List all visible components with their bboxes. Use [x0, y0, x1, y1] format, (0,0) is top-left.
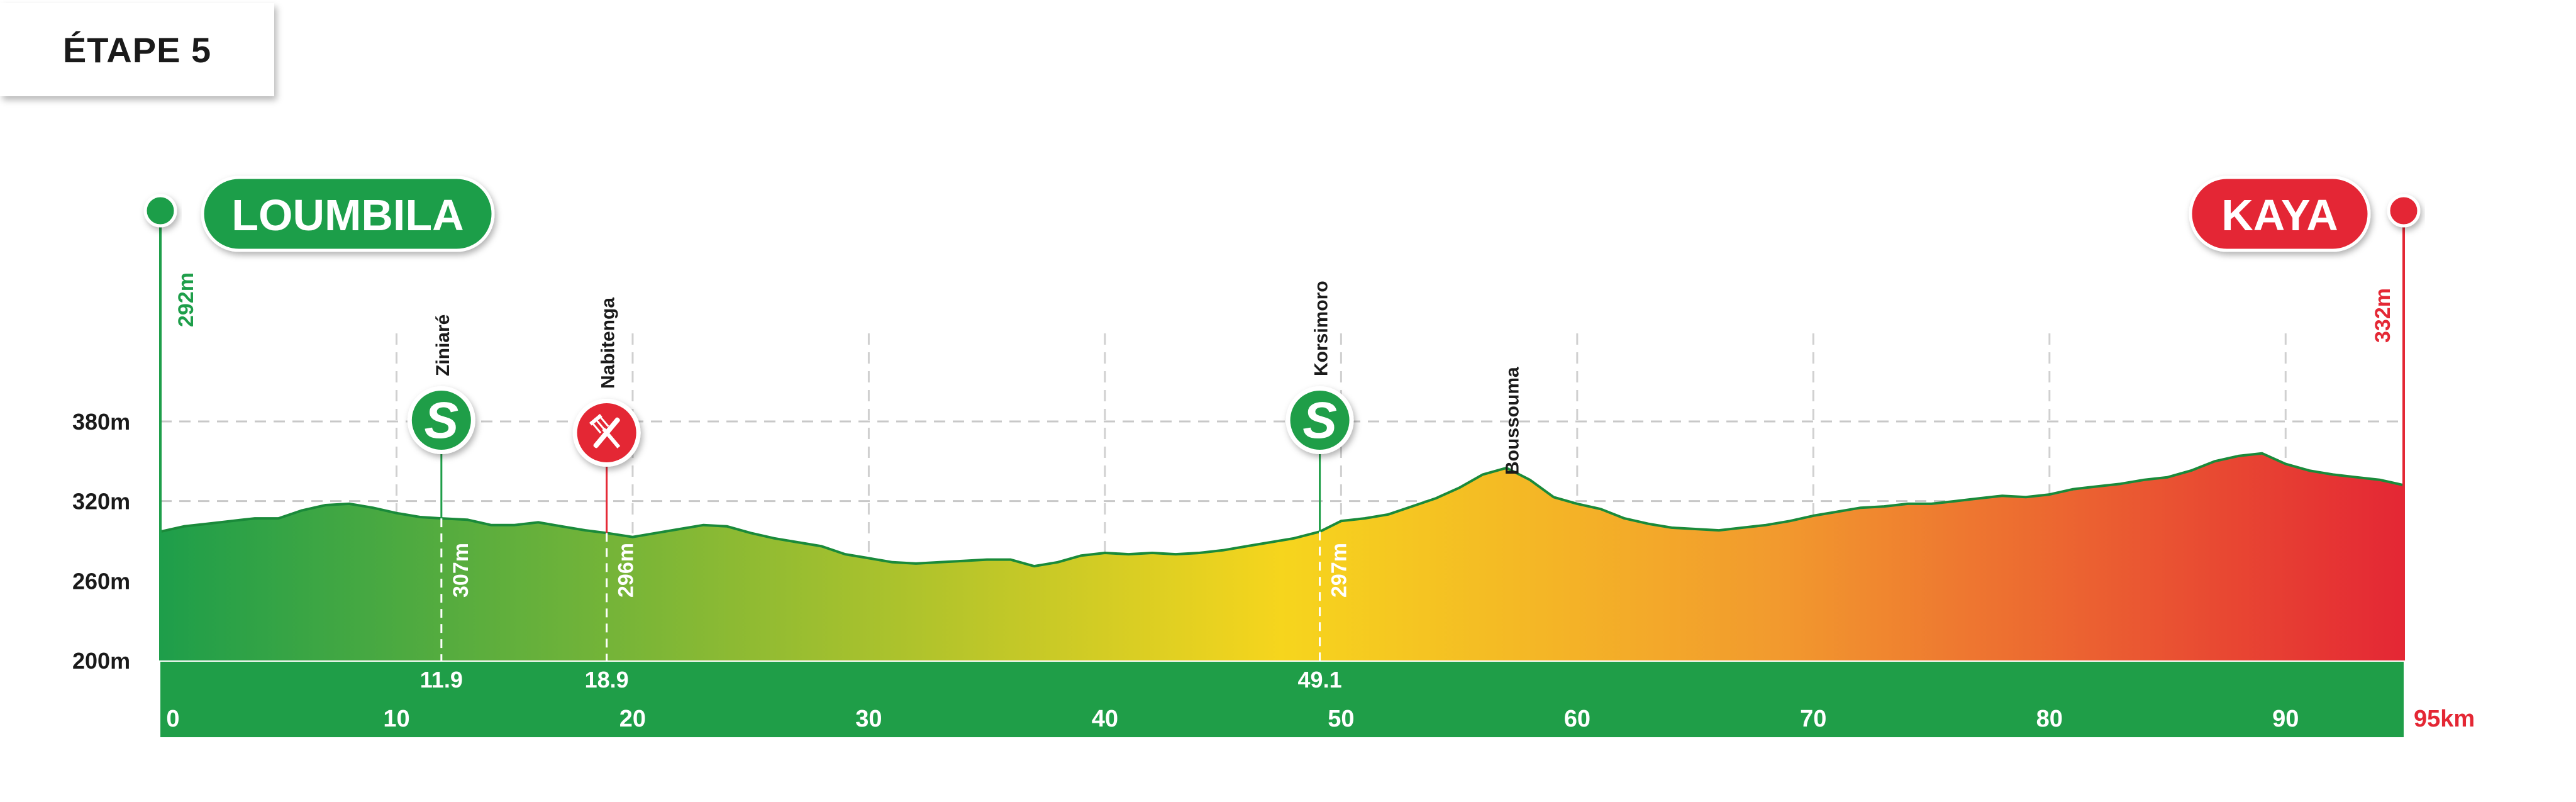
waypoint-km-label: 18.9	[585, 667, 629, 693]
y-tick-label: 380m	[72, 409, 130, 435]
waypoint-markers: S Ziniaré 307m 11.9 Nabitenga 296m 18.9 S Korsim…	[407, 281, 1523, 693]
waypoint-altitude-label: 297m	[1328, 543, 1352, 598]
x-tick-label: 40	[1092, 706, 1118, 732]
fork-tine	[590, 420, 602, 434]
sprint-icon-glyph: S	[1302, 392, 1337, 449]
fork-glyph	[589, 413, 621, 448]
distance-band: 0 10 20 30 40 50 60 70 80 90 95km	[160, 662, 2475, 737]
x-tick-label: 10	[383, 706, 409, 732]
sprint-icon-glyph: S	[424, 392, 458, 449]
stage-label: ÉTAPE 5	[62, 30, 212, 70]
waypoint-name-label: Ziniaré	[433, 315, 453, 376]
waypoint-altitude-label: 307m	[449, 543, 473, 598]
waypoint-km-label: 49.1	[1298, 667, 1342, 693]
waypoint-name-label: Korsimoro	[1311, 281, 1332, 376]
waypoint-name-label: Nabitenga	[598, 298, 619, 389]
start-name: LOUMBILA	[231, 191, 464, 240]
x-tick-label: 80	[2036, 706, 2063, 732]
finish-distance-label: 95km	[2414, 706, 2475, 732]
x-tick-label: 0	[166, 706, 179, 732]
start-name-pill	[201, 175, 495, 252]
start-finish-markers: LOUMBILA 292m KAYA 332m	[143, 175, 2421, 660]
start-dot	[143, 194, 177, 228]
profile-area	[160, 452, 2404, 660]
finish-dot	[2387, 194, 2421, 228]
fork-tine	[594, 417, 606, 431]
profile-fill	[160, 453, 2404, 660]
y-tick-label: 260m	[72, 568, 130, 594]
finish-name: KAYA	[2221, 191, 2338, 240]
y-tick-label: 320m	[72, 489, 130, 515]
x-tick-label: 60	[1564, 706, 1591, 732]
sprint-icon	[1290, 391, 1350, 450]
waypoint-km-label: 11.9	[420, 667, 463, 693]
sprint-icon	[411, 391, 471, 450]
start-altitude-label: 292m	[174, 272, 198, 327]
y-tick-label: 200m	[72, 648, 130, 674]
fork-handle	[602, 427, 621, 448]
x-tick-label: 30	[855, 706, 882, 732]
distance-band-bg	[160, 662, 2404, 737]
waypoint-altitude-label: 296m	[614, 543, 638, 598]
finish-name-pill	[2189, 175, 2371, 252]
stage-label-box: ÉTAPE 5	[0, 3, 274, 96]
fork-tine	[597, 414, 609, 427]
profile-line	[160, 452, 2404, 568]
x-tick-label: 70	[1800, 706, 1826, 732]
landmark-label: Boussouma	[1502, 367, 1523, 475]
finish-altitude-label: 332m	[2371, 288, 2395, 343]
x-tick-label: 50	[1328, 706, 1354, 732]
y-axis: 200m 260m 320m 380m	[72, 409, 130, 674]
x-tick-label: 90	[2272, 706, 2299, 732]
x-tick-label: 20	[619, 706, 646, 732]
